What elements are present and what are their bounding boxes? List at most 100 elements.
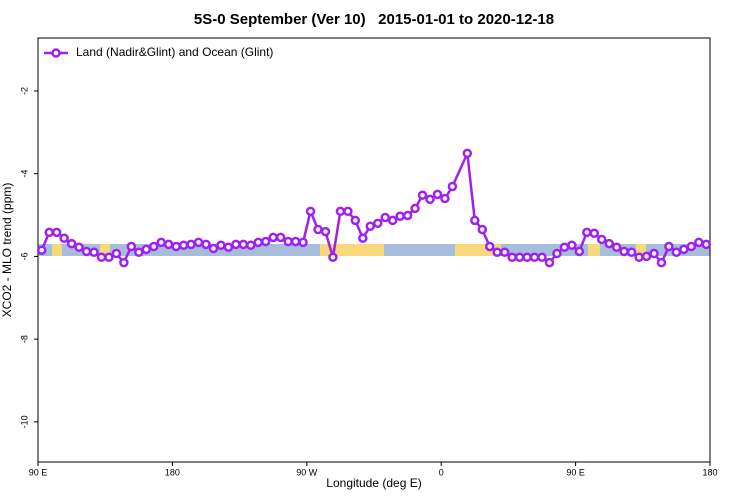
marker [686, 241, 697, 252]
marker [664, 241, 674, 252]
marker [343, 206, 353, 217]
marker [559, 242, 570, 253]
marker [544, 257, 555, 268]
land-strip [320, 244, 384, 256]
marker [574, 246, 585, 257]
marker [89, 247, 99, 258]
marker [163, 239, 174, 250]
marker [410, 203, 420, 214]
marker [694, 237, 704, 248]
marker [178, 240, 189, 250]
marker [611, 242, 622, 253]
land-strip [636, 244, 646, 256]
marker [582, 227, 592, 238]
marker [238, 239, 249, 250]
marker [223, 242, 234, 253]
marker [432, 189, 443, 200]
marker [641, 251, 652, 262]
marker [275, 232, 286, 243]
marker [126, 241, 137, 252]
marker [305, 206, 316, 217]
marker [156, 237, 166, 248]
marker [260, 236, 271, 247]
marker [701, 239, 712, 250]
marker [148, 241, 159, 252]
marker [253, 237, 264, 248]
marker [484, 241, 495, 252]
marker [335, 206, 346, 217]
marker [44, 227, 54, 238]
marker [201, 239, 211, 250]
marker [402, 210, 413, 221]
marker [395, 211, 405, 222]
marker [417, 190, 428, 200]
marker [119, 257, 129, 268]
marker [649, 248, 659, 259]
marker [298, 237, 308, 248]
marker [492, 247, 502, 258]
marker [171, 241, 181, 252]
legend-marker [51, 48, 61, 58]
marker [365, 221, 376, 231]
x-tick-label: 0 [439, 467, 444, 477]
marker [208, 243, 219, 254]
marker [619, 246, 629, 257]
marker [522, 252, 532, 262]
marker [537, 252, 547, 262]
y-tick-label: -2 [19, 87, 29, 95]
marker [36, 245, 47, 255]
marker [350, 215, 361, 226]
marker [193, 237, 204, 248]
land-strip [588, 244, 600, 256]
marker [567, 240, 577, 250]
marker [268, 232, 278, 243]
marker [380, 212, 390, 223]
marker [74, 242, 84, 253]
y-tick-label: -8 [19, 335, 29, 343]
marker [328, 252, 338, 262]
marker [216, 240, 226, 250]
marker [141, 244, 152, 255]
marker [679, 244, 689, 255]
marker [507, 252, 517, 262]
marker [66, 238, 77, 249]
marker [320, 226, 331, 237]
y-tick-label: -4 [19, 170, 29, 178]
marker [111, 248, 122, 259]
legend-label: Land (Nadir&Glint) and Ocean (Glint) [76, 45, 273, 59]
marker [477, 224, 488, 235]
marker [372, 218, 383, 229]
y-tick-label: -10 [19, 415, 29, 428]
marker [231, 239, 241, 250]
marker [59, 233, 69, 243]
marker [671, 247, 682, 258]
marker [358, 233, 368, 243]
marker [604, 238, 614, 249]
x-tick-label: 180 [702, 467, 717, 477]
y-axis-label: XCO2 - MLO trend (ppm) [0, 183, 14, 318]
marker [96, 252, 107, 262]
marker [529, 252, 540, 262]
marker [499, 247, 510, 258]
marker [462, 148, 473, 159]
marker [425, 194, 435, 205]
marker [514, 252, 525, 262]
x-axis-label: Longitude (deg E) [326, 476, 421, 490]
marker [246, 240, 256, 250]
marker [589, 228, 600, 238]
marker [552, 248, 562, 259]
chart-title: 5S-0 September (Ver 10) 2015-01-01 to 20… [194, 11, 554, 28]
marker [313, 224, 323, 235]
land-strip [52, 244, 62, 256]
marker [51, 227, 62, 238]
land-strip [100, 244, 110, 256]
x-tick-label: 90 E [29, 467, 48, 477]
marker [626, 247, 637, 258]
marker [134, 247, 144, 258]
marker [634, 252, 644, 262]
marker [440, 193, 450, 204]
x-tick-label: 180 [165, 467, 180, 477]
marker [283, 236, 293, 247]
marker [104, 252, 114, 262]
